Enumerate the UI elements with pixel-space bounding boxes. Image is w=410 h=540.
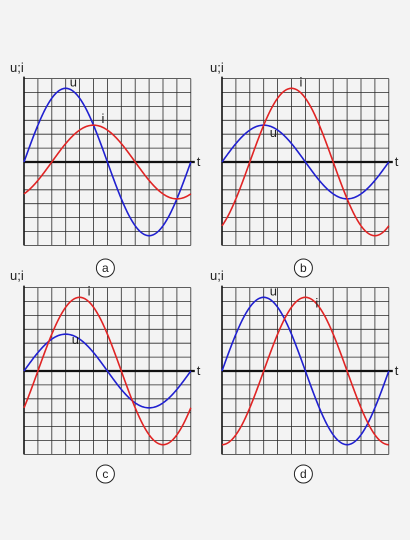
panel-label-badge: c (95, 464, 115, 484)
panel-label-circle (95, 464, 115, 484)
panel-label-badge: a (95, 258, 115, 278)
panel-label-circle (293, 258, 313, 278)
curve-label-i: i (300, 74, 303, 89)
curve-label-u: u (70, 74, 77, 89)
panel-label-badge: b (293, 258, 313, 278)
panel-label-circle (95, 258, 115, 278)
curve-i (23, 124, 192, 200)
curve-u (221, 124, 390, 200)
y-axis-label: u;i (10, 268, 24, 283)
t-axis-label: t (197, 363, 201, 378)
y-axis-label: u;i (210, 60, 224, 75)
curve-label-i: i (315, 295, 318, 310)
panel-a: u;i t u i a (10, 60, 201, 278)
t-axis-label: t (395, 363, 399, 378)
curve-label-u: u (270, 125, 277, 140)
t-axis-label: t (395, 154, 399, 169)
curve-i (221, 296, 389, 446)
y-axis-label: u;i (210, 268, 224, 283)
curve-i (23, 296, 192, 446)
y-axis-label: u;i (10, 60, 24, 75)
panel-label-text: d (300, 467, 307, 481)
panel-label-text: a (102, 261, 109, 275)
curve-label-u: u (270, 283, 277, 298)
panel-label-circle (293, 464, 313, 484)
panel-label-badge: d (293, 464, 313, 484)
curve-u (23, 87, 192, 237)
panel-b: u;i t u i b (210, 60, 399, 278)
panel-d: u;i t u i d (210, 268, 399, 484)
curve-u (221, 296, 390, 446)
panel-label-text: b (300, 261, 307, 275)
curve-i (221, 87, 390, 237)
panel-label-text: c (102, 467, 108, 481)
curve-label-i: i (88, 283, 91, 298)
curve-u (23, 333, 192, 409)
curve-label-u: u (72, 332, 79, 347)
curve-label-i: i (102, 111, 105, 126)
panel-c: u;i t u i c (10, 268, 201, 484)
t-axis-label: t (197, 154, 201, 169)
